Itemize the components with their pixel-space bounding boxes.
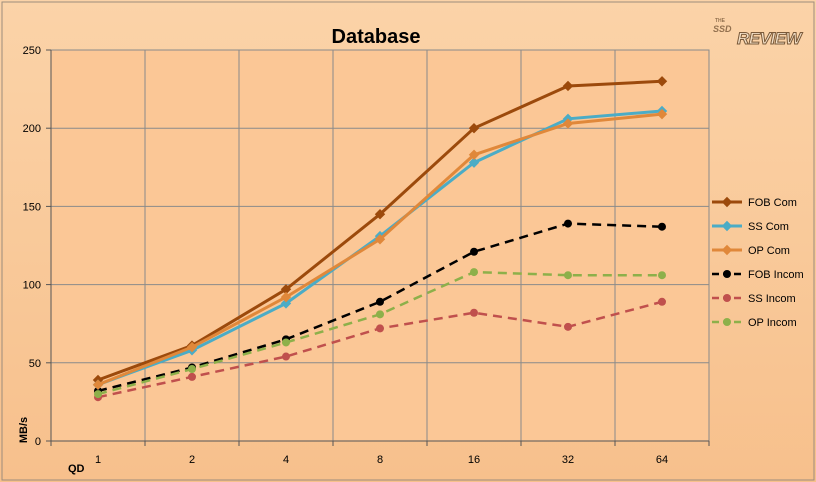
legend-label: FOB Incom (748, 269, 804, 281)
data-point-op-incom (658, 271, 666, 280)
data-point-op-incom (376, 310, 384, 319)
plot-area (50, 49, 710, 442)
y-tick-label: 0 (35, 436, 41, 448)
legend-marker (721, 244, 733, 256)
data-point-op-com (656, 108, 668, 120)
y-tick-label: 150 (23, 201, 41, 213)
y-tick-label: 100 (23, 280, 41, 292)
svg-text:REVIEW: REVIEW (737, 29, 804, 48)
y-tick-label: 50 (29, 358, 41, 370)
legend-item-op-incom: OP Incom (712, 317, 797, 329)
series-layer (92, 76, 668, 402)
data-point-fob-incom (564, 219, 572, 228)
legend-item-fob-com: FOB Com (712, 196, 797, 209)
tick-labels: 0 50 100 150 200 250 1 2 4 8 16 32 64 (23, 45, 668, 466)
legend-marker (721, 196, 733, 208)
x-axis-label: QD (68, 463, 85, 475)
data-point-ss-com (468, 157, 480, 168)
data-point-fob-incom (376, 297, 384, 306)
data-point-ss-incom (376, 324, 384, 333)
legend: FOB Com SS Com OP Com FOB Incom SS Incom OP I… (712, 196, 804, 329)
data-point-ss-incom (658, 297, 666, 306)
x-tick-label: 64 (656, 454, 668, 466)
legend-item-fob-incom: FOB Incom (712, 269, 804, 281)
data-point-fob-incom (658, 222, 666, 231)
data-point-op-com (562, 118, 574, 129)
data-point-op-incom (564, 271, 572, 280)
x-tick-label: 8 (377, 454, 383, 466)
data-point-ss-incom (188, 372, 196, 381)
y-axis-label: MB/s (18, 417, 30, 443)
data-point-fob-com (656, 76, 668, 87)
y-tick-label: 200 (23, 123, 41, 135)
data-point-op-com (374, 234, 386, 245)
chart-title: Database (332, 26, 421, 48)
data-point-ss-incom (282, 352, 290, 361)
x-tick-label: 2 (189, 454, 195, 466)
series-op-incom (94, 268, 666, 399)
x-tick-label: 1 (95, 454, 101, 466)
legend-marker (723, 318, 731, 326)
legend-item-ss-com: SS Com (712, 220, 789, 233)
data-point-op-incom (94, 390, 102, 399)
legend-label: FOB Com (748, 197, 797, 209)
data-point-ss-com (280, 298, 292, 309)
data-point-op-incom (188, 365, 196, 374)
data-point-op-com (280, 291, 292, 303)
legend-label: OP Com (748, 245, 790, 257)
x-tick-label: 16 (468, 454, 480, 466)
data-point-fob-com (374, 209, 386, 220)
x-tick-label: 32 (562, 454, 574, 466)
legend-item-ss-incom: SS Incom (712, 293, 796, 305)
data-point-ss-incom (564, 322, 572, 331)
data-point-op-incom (470, 268, 478, 277)
y-tick-label: 250 (23, 45, 41, 57)
legend-label: OP Incom (748, 317, 797, 329)
data-point-op-com (92, 379, 104, 390)
legend-label: SS Incom (748, 293, 796, 305)
legend-marker (721, 220, 733, 232)
legend-label: SS Com (748, 221, 789, 233)
watermark-logo: THE SSD REVIEW (713, 18, 805, 49)
data-point-fob-com (562, 80, 574, 92)
data-point-op-incom (282, 338, 290, 347)
data-point-op-com (186, 341, 198, 353)
legend-item-op-com: OP Com (712, 244, 790, 257)
svg-text:SSD: SSD (713, 24, 732, 34)
legend-marker (723, 270, 731, 278)
data-point-fob-incom (470, 247, 478, 256)
svg-text:THE: THE (715, 18, 726, 24)
data-point-ss-incom (470, 308, 478, 317)
data-point-op-com (468, 149, 480, 160)
series-op-com (92, 108, 668, 390)
x-tick-label: 4 (283, 454, 289, 466)
data-point-fob-com (468, 122, 480, 134)
legend-marker (723, 294, 731, 302)
